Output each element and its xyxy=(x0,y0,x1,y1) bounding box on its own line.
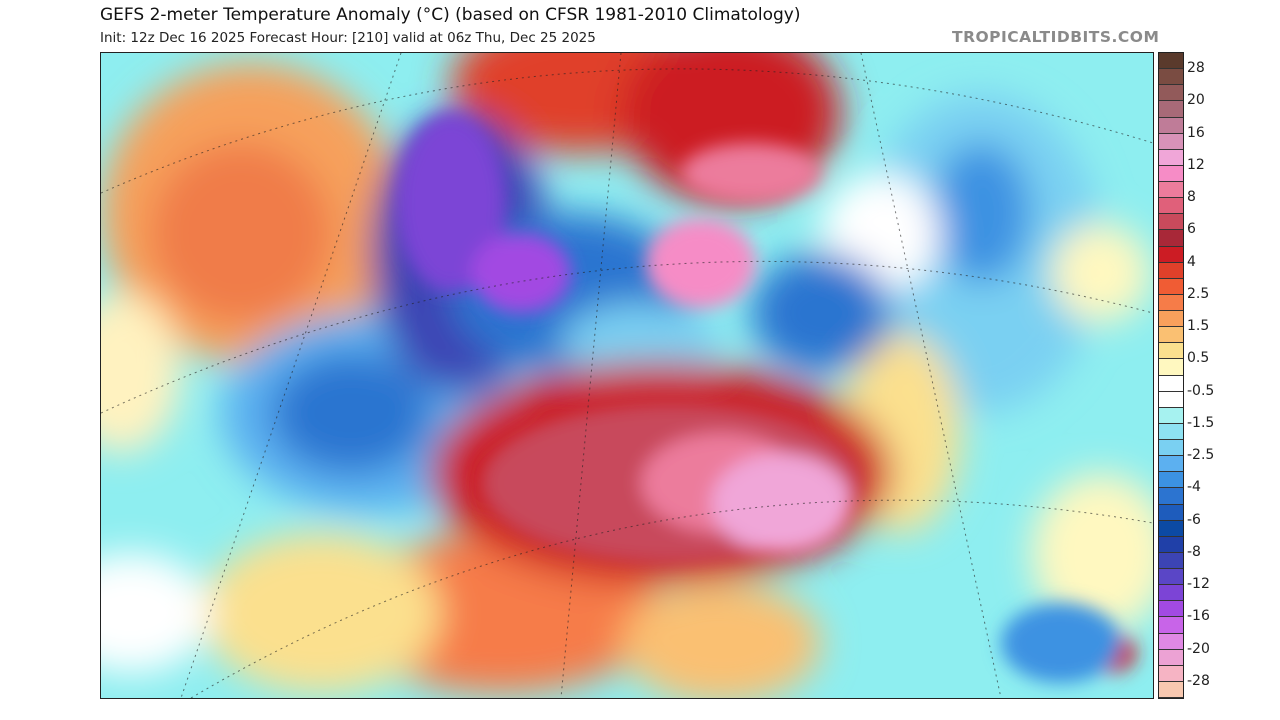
colorbar-swatch xyxy=(1159,681,1183,698)
colorbar-label: -16 xyxy=(1187,608,1210,625)
colorbar-swatch xyxy=(1159,311,1183,328)
colorbar-swatch xyxy=(1159,617,1183,634)
colorbar-swatch xyxy=(1159,569,1183,586)
colorbar-swatch xyxy=(1159,375,1183,392)
colorbar-label: 1.5 xyxy=(1187,318,1210,335)
colorbar-swatch xyxy=(1159,665,1183,682)
colorbar-swatch xyxy=(1159,343,1183,360)
colorbar-label: -2.5 xyxy=(1187,447,1215,464)
colorbar-swatch xyxy=(1159,294,1183,311)
colorbar-label: 0.5 xyxy=(1187,350,1210,367)
colorbar-label: 16 xyxy=(1187,124,1205,141)
colorbar-swatch xyxy=(1159,391,1183,408)
colorbar-swatch xyxy=(1159,504,1183,521)
colorbar-label: -6 xyxy=(1187,511,1201,528)
colorbar-swatch xyxy=(1159,472,1183,489)
colorbar-swatch xyxy=(1159,488,1183,505)
colorbar-label: 28 xyxy=(1187,60,1205,77)
anomaly-field xyxy=(101,53,1153,698)
colorbar-label: 6 xyxy=(1187,221,1196,238)
colorbar-swatch xyxy=(1159,536,1183,553)
colorbar-swatch xyxy=(1159,165,1183,182)
colorbar-swatch xyxy=(1159,327,1183,344)
colorbar-label: -0.5 xyxy=(1187,382,1215,399)
brand-watermark: TROPICALTIDBITS.COM xyxy=(952,28,1160,46)
colorbar-swatch xyxy=(1159,85,1183,102)
colorbar-swatch xyxy=(1159,407,1183,424)
colorbar-label: 8 xyxy=(1187,189,1196,206)
colorbar-label: 4 xyxy=(1187,253,1196,270)
colorbar-swatch xyxy=(1159,262,1183,279)
colorbar-label: -4 xyxy=(1187,479,1201,496)
colorbar-swatch xyxy=(1159,423,1183,440)
colorbar-label: 2.5 xyxy=(1187,285,1210,302)
colorbar-swatch xyxy=(1159,440,1183,457)
colorbar-swatch xyxy=(1159,101,1183,118)
colorbar-swatch xyxy=(1159,456,1183,473)
colorbar-label: 12 xyxy=(1187,156,1205,173)
colorbar-swatch xyxy=(1159,182,1183,199)
colorbar-swatch xyxy=(1159,149,1183,166)
colorbar-swatch xyxy=(1159,649,1183,666)
colorbar-swatch xyxy=(1159,53,1183,70)
colorbar-swatch xyxy=(1159,601,1183,618)
colorbar-label: -1.5 xyxy=(1187,414,1215,431)
colorbar xyxy=(1158,52,1184,699)
colorbar-swatch xyxy=(1159,359,1183,376)
map-subtitle: Init: 12z Dec 16 2025 Forecast Hour: [21… xyxy=(100,30,596,46)
colorbar-label: -8 xyxy=(1187,543,1201,560)
colorbar-swatch xyxy=(1159,133,1183,150)
temperature-anomaly-map xyxy=(100,52,1154,699)
colorbar-label: 20 xyxy=(1187,92,1205,109)
map-title: GEFS 2-meter Temperature Anomaly (°C) (b… xyxy=(100,5,801,25)
colorbar-swatch xyxy=(1159,585,1183,602)
colorbar-label: -12 xyxy=(1187,576,1210,593)
colorbar-swatch xyxy=(1159,278,1183,295)
colorbar-label: -28 xyxy=(1187,672,1210,689)
colorbar-swatch xyxy=(1159,117,1183,134)
colorbar-label: -20 xyxy=(1187,640,1210,657)
colorbar-swatch xyxy=(1159,552,1183,569)
colorbar-swatch xyxy=(1159,69,1183,86)
colorbar-swatch xyxy=(1159,520,1183,537)
colorbar-labels: 28 20 16 12 8 6 4 2.5 1.5 0.5 -0.5 -1.5 -2.5 -4 -6 -8 -1… xyxy=(1187,52,1227,697)
colorbar-swatch xyxy=(1159,230,1183,247)
colorbar-swatch xyxy=(1159,214,1183,231)
colorbar-swatch xyxy=(1159,633,1183,650)
colorbar-swatch xyxy=(1159,198,1183,215)
colorbar-swatch xyxy=(1159,246,1183,263)
